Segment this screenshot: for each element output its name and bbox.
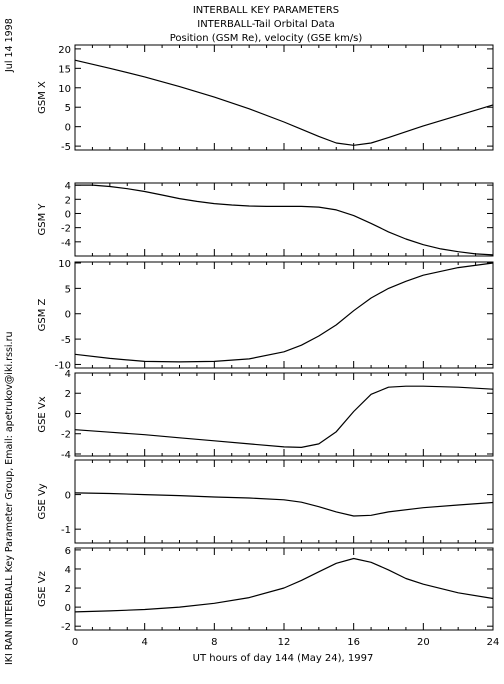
y-tick-label: 20 <box>58 45 71 56</box>
panel-frame <box>74 44 494 151</box>
series-line <box>74 385 494 448</box>
y-tick-label: 0 <box>65 209 71 220</box>
y-tick-label: 5 <box>65 103 71 114</box>
x-tick-label: 0 <box>72 637 78 648</box>
y-tick-label: 0 <box>65 310 71 321</box>
y-tick-label: 2 <box>65 584 71 595</box>
panel-frame <box>74 372 494 457</box>
panel-frame <box>74 459 494 544</box>
y-tick-label: 6 <box>65 546 71 557</box>
y-tick-label: -5 <box>61 335 71 346</box>
y-axis-label: GSE Vz <box>37 571 48 607</box>
series-line <box>75 184 494 256</box>
y-tick-label: 4 <box>65 181 71 192</box>
y-tick-label: 4 <box>65 369 71 380</box>
x-tick-label: 4 <box>141 637 147 648</box>
panel-frame <box>74 547 494 631</box>
y-tick-label: 0 <box>65 491 71 502</box>
y-tick-label: -2 <box>61 622 71 633</box>
x-tick-label: 24 <box>487 637 500 648</box>
y-tick-label: -2 <box>61 224 71 235</box>
y-tick-label: 0 <box>65 409 71 420</box>
header-line-1: INTERBALL KEY PARAMETERS <box>193 5 339 16</box>
series-line <box>74 492 494 517</box>
y-tick-label: 5 <box>65 284 71 295</box>
y-tick-label: 15 <box>58 64 71 75</box>
panel-0: -5 0 5 10 15 20 GSM X <box>37 44 494 153</box>
series-line <box>74 59 494 146</box>
side-date: Jul 14 1998 <box>4 18 15 73</box>
y-tick-label: 0 <box>65 123 71 134</box>
panel-2: -10 -5 0 5 10 GSM Z <box>37 259 494 371</box>
y-axis-label: GSM Y <box>37 203 48 236</box>
y-tick-label: 4 <box>65 565 71 576</box>
y-tick-label: -1 <box>61 525 71 536</box>
y-tick-label: 10 <box>58 84 71 95</box>
series-line <box>74 557 494 613</box>
header-line-3: Position (GSM Re), velocity (GSE km/s) <box>170 33 363 44</box>
panel-1: -4 -2 0 2 4 GSM Y <box>37 181 494 257</box>
y-axis-label: GSM Z <box>37 298 48 331</box>
y-tick-label: -2 <box>61 430 71 441</box>
y-axis-label: GSE Vx <box>37 396 48 432</box>
y-tick-label: 0 <box>65 603 71 614</box>
x-tick-label: 12 <box>278 637 291 648</box>
panel-5: -2 0 2 4 6 GSE Vz <box>37 546 494 633</box>
y-tick-label: -4 <box>61 450 71 461</box>
y-tick-label: 10 <box>58 259 71 270</box>
y-tick-label: 2 <box>65 195 71 206</box>
side-credit: IKI RAN INTERBALL Key Parameter Group, E… <box>4 332 15 666</box>
x-tick-label: 20 <box>417 637 430 648</box>
y-axis-label: GSM X <box>37 81 48 114</box>
x-axis-label: UT hours of day 144 (May 24), 1997 <box>193 653 374 664</box>
panel-4: -1 0 GSE Vy <box>37 459 494 544</box>
panel-3: -4 -2 0 2 4 GSE Vx <box>37 369 494 461</box>
header-line-2: INTERBALL-Tail Orbital Data <box>197 19 334 30</box>
y-tick-label: 2 <box>65 389 71 400</box>
x-tick-label: 8 <box>211 637 217 648</box>
y-tick-label: -5 <box>61 142 71 153</box>
series-line <box>74 262 494 363</box>
y-tick-label: -4 <box>61 238 71 249</box>
panel-frame <box>74 182 494 257</box>
y-tick-label: -10 <box>55 360 71 371</box>
x-tick-label: 16 <box>347 637 360 648</box>
y-axis-label: GSE Vy <box>37 483 48 519</box>
